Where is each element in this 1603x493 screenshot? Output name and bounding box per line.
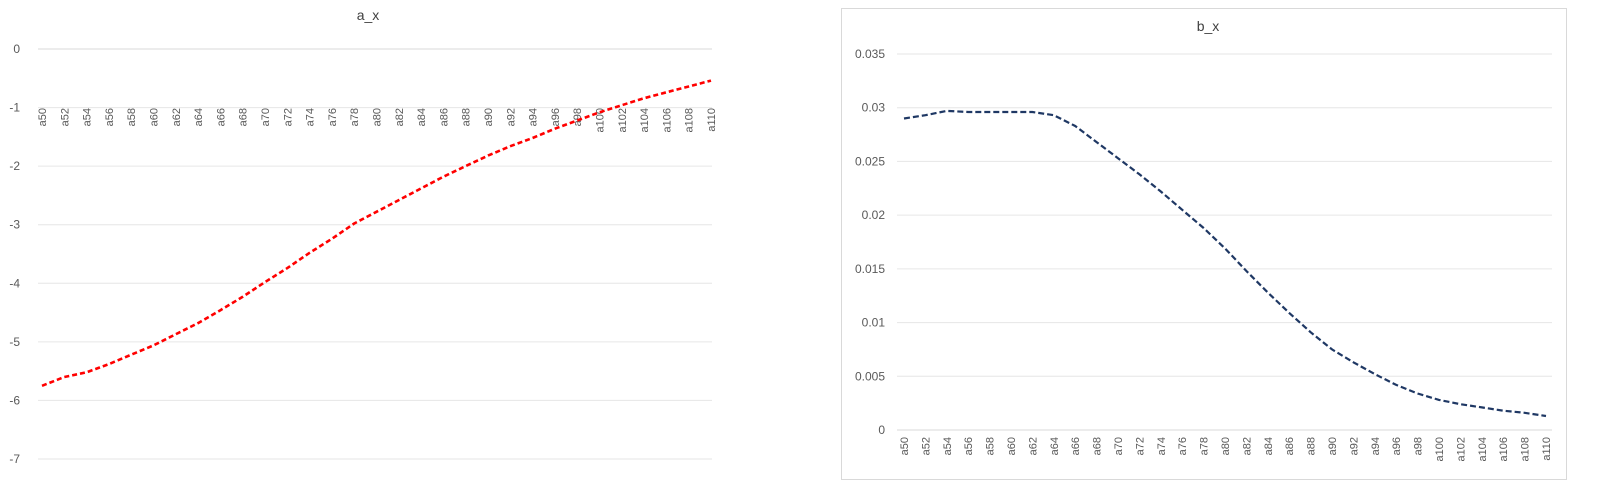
x-tick-label: a110 bbox=[706, 108, 718, 132]
x-tick-label: a94 bbox=[528, 108, 540, 126]
x-tick-label: a52 bbox=[920, 437, 932, 455]
y-tick-label: 0 bbox=[13, 42, 20, 56]
x-tick-label: a110 bbox=[1541, 437, 1553, 461]
y-tick-label: 0.025 bbox=[855, 154, 885, 168]
x-tick-label: a56 bbox=[104, 108, 116, 126]
y-tick-label: 0.005 bbox=[855, 369, 885, 383]
y-tick-label: 0.035 bbox=[855, 47, 885, 61]
x-tick-label: a88 bbox=[1306, 437, 1318, 455]
y-tick-label: -4 bbox=[9, 276, 20, 290]
x-tick-label: a80 bbox=[1220, 437, 1232, 455]
series-line bbox=[41, 79, 712, 388]
y-tick-label: -6 bbox=[9, 393, 20, 407]
y-tick-label: -2 bbox=[9, 159, 20, 173]
chart-title: b_x bbox=[1197, 18, 1220, 34]
x-tick-label: a102 bbox=[1455, 437, 1467, 461]
x-tick-label: a58 bbox=[985, 437, 997, 455]
x-tick-label: a70 bbox=[1113, 437, 1125, 455]
x-tick-label: a92 bbox=[505, 108, 517, 126]
x-tick-label: a58 bbox=[126, 108, 138, 126]
x-tick-label: a68 bbox=[238, 108, 250, 126]
x-tick-label: a78 bbox=[349, 108, 361, 126]
y-tick-label: 0.03 bbox=[862, 101, 886, 115]
x-tick-label: a92 bbox=[1348, 437, 1360, 455]
x-tick-label: a104 bbox=[639, 108, 651, 132]
x-tick-label: a96 bbox=[1391, 437, 1403, 455]
chart-b-x-svg: b_x 0.035 0.03 0.025 0.02 0.015 0.01 0.005 0 a5… bbox=[855, 18, 1553, 461]
x-tick-label: a78 bbox=[1199, 437, 1211, 455]
x-tick-label: a64 bbox=[1049, 437, 1061, 455]
x-tick-label: a74 bbox=[1156, 437, 1168, 455]
x-tick-label: a90 bbox=[483, 108, 495, 126]
x-tick-label: a82 bbox=[394, 108, 406, 126]
series-line bbox=[903, 109, 1547, 418]
x-tick-label: a68 bbox=[1092, 437, 1104, 455]
x-tick-label: a94 bbox=[1370, 437, 1382, 455]
x-tick-label: a56 bbox=[963, 437, 975, 455]
x-tick-label: a50 bbox=[37, 108, 49, 126]
y-tick-label: -1 bbox=[9, 101, 20, 115]
x-tick-label: a54 bbox=[82, 108, 94, 126]
x-tick-label: a76 bbox=[327, 108, 339, 126]
x-tick-label: a86 bbox=[1284, 437, 1296, 455]
y-tick-label: 0.02 bbox=[862, 208, 886, 222]
x-tick-label: a96 bbox=[550, 108, 562, 126]
x-tick-label: a84 bbox=[1263, 437, 1275, 455]
x-tick-label: a98 bbox=[1413, 437, 1425, 455]
x-tick-label: a74 bbox=[305, 108, 317, 126]
x-tick-label: a60 bbox=[149, 108, 161, 126]
y-tick-label: -7 bbox=[9, 452, 20, 466]
y-tick-label: 0 bbox=[878, 423, 885, 437]
x-tick-label: a62 bbox=[1027, 437, 1039, 455]
x-tick-label: a64 bbox=[193, 108, 205, 126]
chart-a-x-svg: a_x 0 -1 -2 -3 -4 -5 -6 -7 a50 a52 a54 a56 a58 a60 a6… bbox=[9, 7, 718, 466]
x-tick-label: a70 bbox=[260, 108, 272, 126]
x-tick-label: a88 bbox=[461, 108, 473, 126]
x-tick-label: a86 bbox=[438, 108, 450, 126]
x-tick-label: a90 bbox=[1327, 437, 1339, 455]
x-tick-label: a72 bbox=[282, 108, 294, 126]
y-tick-label: -3 bbox=[9, 218, 20, 232]
x-tick-label: a66 bbox=[1070, 437, 1082, 455]
x-tick-label: a60 bbox=[1006, 437, 1018, 455]
x-tick-label: a80 bbox=[372, 108, 384, 126]
chart-b-x: b_x 0.035 0.03 0.025 0.02 0.015 0.01 0.005 0 a5… bbox=[841, 8, 1567, 480]
x-tick-label: a76 bbox=[1177, 437, 1189, 455]
x-tick-label: a66 bbox=[215, 108, 227, 126]
chart-title: a_x bbox=[357, 7, 380, 23]
x-tick-label: a50 bbox=[899, 437, 911, 455]
x-tick-label: a108 bbox=[1520, 437, 1532, 461]
x-tick-label: a100 bbox=[595, 108, 607, 132]
chart-a-x: a_x 0 -1 -2 -3 -4 -5 -6 -7 a50 a52 a54 a56 a58 a60 a6… bbox=[0, 0, 727, 471]
x-tick-label: a72 bbox=[1134, 437, 1146, 455]
x-tick-label: a102 bbox=[617, 108, 629, 132]
x-tick-label: a108 bbox=[684, 108, 696, 132]
x-tick-label: a62 bbox=[171, 108, 183, 126]
x-tick-label: a54 bbox=[942, 437, 954, 455]
y-tick-label: -5 bbox=[9, 335, 20, 349]
x-tick-label: a106 bbox=[1498, 437, 1510, 461]
x-tick-label: a98 bbox=[572, 108, 584, 126]
x-tick-label: a82 bbox=[1241, 437, 1253, 455]
x-tick-label: a106 bbox=[661, 108, 673, 132]
x-tick-label: a52 bbox=[59, 108, 71, 126]
x-tick-label: a100 bbox=[1434, 437, 1446, 461]
x-tick-label: a104 bbox=[1477, 437, 1489, 461]
x-tick-label: a84 bbox=[416, 108, 428, 126]
y-tick-label: 0.01 bbox=[862, 316, 886, 330]
y-tick-label: 0.015 bbox=[855, 262, 885, 276]
